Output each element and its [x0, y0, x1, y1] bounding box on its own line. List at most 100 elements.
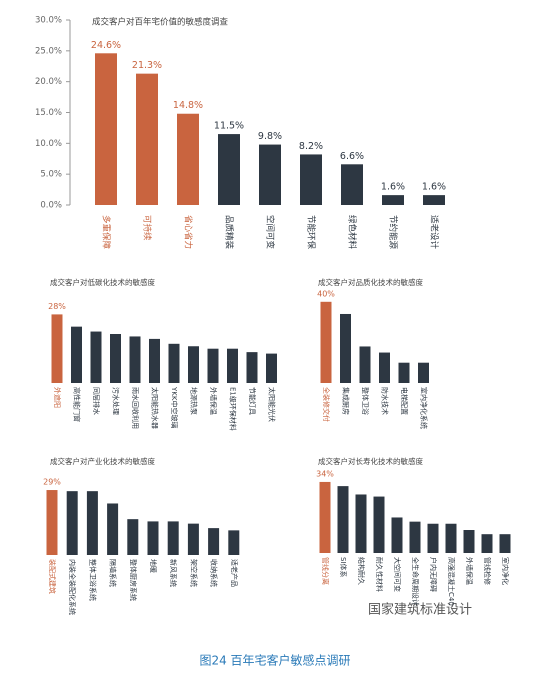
x-tick-label: 结构耐久 — [357, 557, 366, 585]
bar — [107, 503, 119, 555]
bar — [409, 521, 421, 553]
x-tick-label: 室内净化系统 — [420, 387, 429, 429]
x-tick-label: 适老设计 — [429, 215, 440, 250]
x-tick-label: 新风系统 — [169, 559, 178, 587]
y-tick-label: 15.0% — [35, 108, 62, 118]
x-tick-label: 空间可变 — [265, 215, 276, 250]
watermark: 国家建筑标准设计 — [368, 602, 472, 618]
bar — [208, 528, 220, 555]
x-tick-label: 品质精装 — [224, 215, 235, 250]
x-tick-label: 集成厨房 — [342, 387, 351, 415]
bar — [188, 346, 199, 383]
bar — [147, 521, 159, 555]
x-tick-label: 可持续 — [142, 215, 153, 241]
value-label: 1.6% — [381, 182, 405, 193]
x-tick-label: 整体卫浴 — [361, 387, 370, 415]
bar — [71, 326, 82, 383]
bar — [341, 164, 363, 205]
x-tick-label: E1级环保材料 — [229, 387, 238, 431]
bar — [168, 343, 180, 383]
chart-title: 成交客户对百年宅价值的敏感度调查 — [92, 17, 229, 28]
bar — [427, 523, 439, 553]
x-tick-label: 防水技术 — [381, 387, 390, 415]
bar — [320, 301, 332, 383]
y-tick-label: 5.0% — [40, 170, 62, 180]
bar — [319, 481, 331, 553]
x-tick-label: 室内净化 — [501, 557, 510, 585]
bar — [499, 534, 511, 553]
x-tick-label: 太阳能热水器 — [151, 387, 160, 429]
bar — [355, 494, 367, 553]
value-label: 14.8% — [173, 100, 203, 111]
bar — [300, 154, 322, 205]
bar — [481, 534, 493, 553]
value-label: 24.6% — [91, 40, 121, 51]
bar — [187, 523, 199, 555]
bar — [110, 334, 121, 383]
x-tick-label: 适老产品 — [230, 559, 239, 587]
chart-title: 成交客户对低碳化技术的敏感度 — [50, 277, 155, 287]
value-label: 40% — [317, 289, 335, 298]
x-tick-label: 耐久性材料 — [375, 557, 384, 592]
bar — [246, 352, 258, 383]
x-tick-label: 绿色材料 — [347, 215, 358, 250]
y-tick-label: 20.0% — [35, 77, 62, 87]
chart-title: 成交客户对品质化技术的敏感度 — [318, 277, 423, 287]
x-tick-label: 架空系统 — [189, 559, 198, 587]
bar — [218, 134, 240, 205]
value-label: 34% — [316, 469, 334, 478]
x-tick-label: 外墙保温 — [209, 387, 218, 415]
x-tick-label: 地源热泵 — [190, 387, 199, 415]
x-tick-label: 省心省力 — [183, 215, 194, 249]
bar — [463, 530, 475, 553]
bar — [445, 523, 457, 553]
x-tick-label: 污水处理 — [112, 387, 121, 415]
bar — [149, 338, 160, 383]
bar — [266, 353, 277, 383]
x-tick-label: 整体卫浴系统 — [88, 559, 97, 601]
x-tick-label: 雨水回收利用 — [131, 387, 140, 429]
x-tick-label: 管线分离 — [321, 557, 330, 585]
y-tick-label: 30.0% — [35, 16, 62, 26]
value-label: 11.5% — [214, 121, 244, 132]
bar — [379, 352, 390, 383]
x-tick-label: SI体系 — [339, 557, 348, 578]
x-tick-label: YKK中空玻璃 — [170, 386, 179, 428]
bar — [167, 521, 179, 555]
x-tick-label: 管线检修 — [483, 557, 492, 585]
x-tick-label: 外墙保温 — [465, 557, 474, 585]
bar — [46, 490, 58, 555]
value-label: 28% — [48, 302, 66, 311]
value-label: 21.3% — [132, 60, 162, 71]
bar — [127, 519, 139, 555]
chart-title: 成交客户对产业化技术的敏感度 — [50, 456, 155, 466]
bar — [177, 113, 199, 205]
value-label: 1.6% — [422, 182, 446, 193]
bar — [340, 313, 351, 383]
bar — [373, 496, 385, 553]
bar — [51, 314, 63, 383]
bar — [90, 331, 102, 383]
x-tick-label: 全装修交付 — [322, 387, 331, 422]
bar — [66, 491, 78, 555]
bar — [129, 336, 141, 383]
x-tick-label: 内装全装配化系统 — [68, 559, 77, 615]
bar — [95, 53, 117, 205]
x-tick-label: 全生命周期设计 — [411, 557, 420, 606]
x-tick-label: 地暖 — [149, 559, 158, 573]
x-tick-label: 高强混凝土C40 — [447, 557, 456, 606]
y-tick-label: 0.0% — [40, 201, 62, 211]
bar — [382, 195, 404, 205]
x-tick-label: 装配式建筑 — [48, 559, 57, 594]
x-tick-label: 节能环保 — [306, 215, 317, 250]
x-tick-label: 同层排水 — [92, 387, 101, 415]
value-label: 9.8% — [258, 131, 282, 142]
x-tick-label: 高性能门窗 — [73, 387, 82, 422]
bar — [259, 144, 281, 205]
x-tick-label: 户内无障碍 — [429, 557, 438, 592]
x-tick-label: 节约能源 — [388, 215, 399, 250]
x-tick-label: 收纳系统 — [210, 559, 219, 587]
bar — [359, 346, 371, 383]
caption: 图24 百年宅客户敏感点调研 — [199, 653, 350, 668]
